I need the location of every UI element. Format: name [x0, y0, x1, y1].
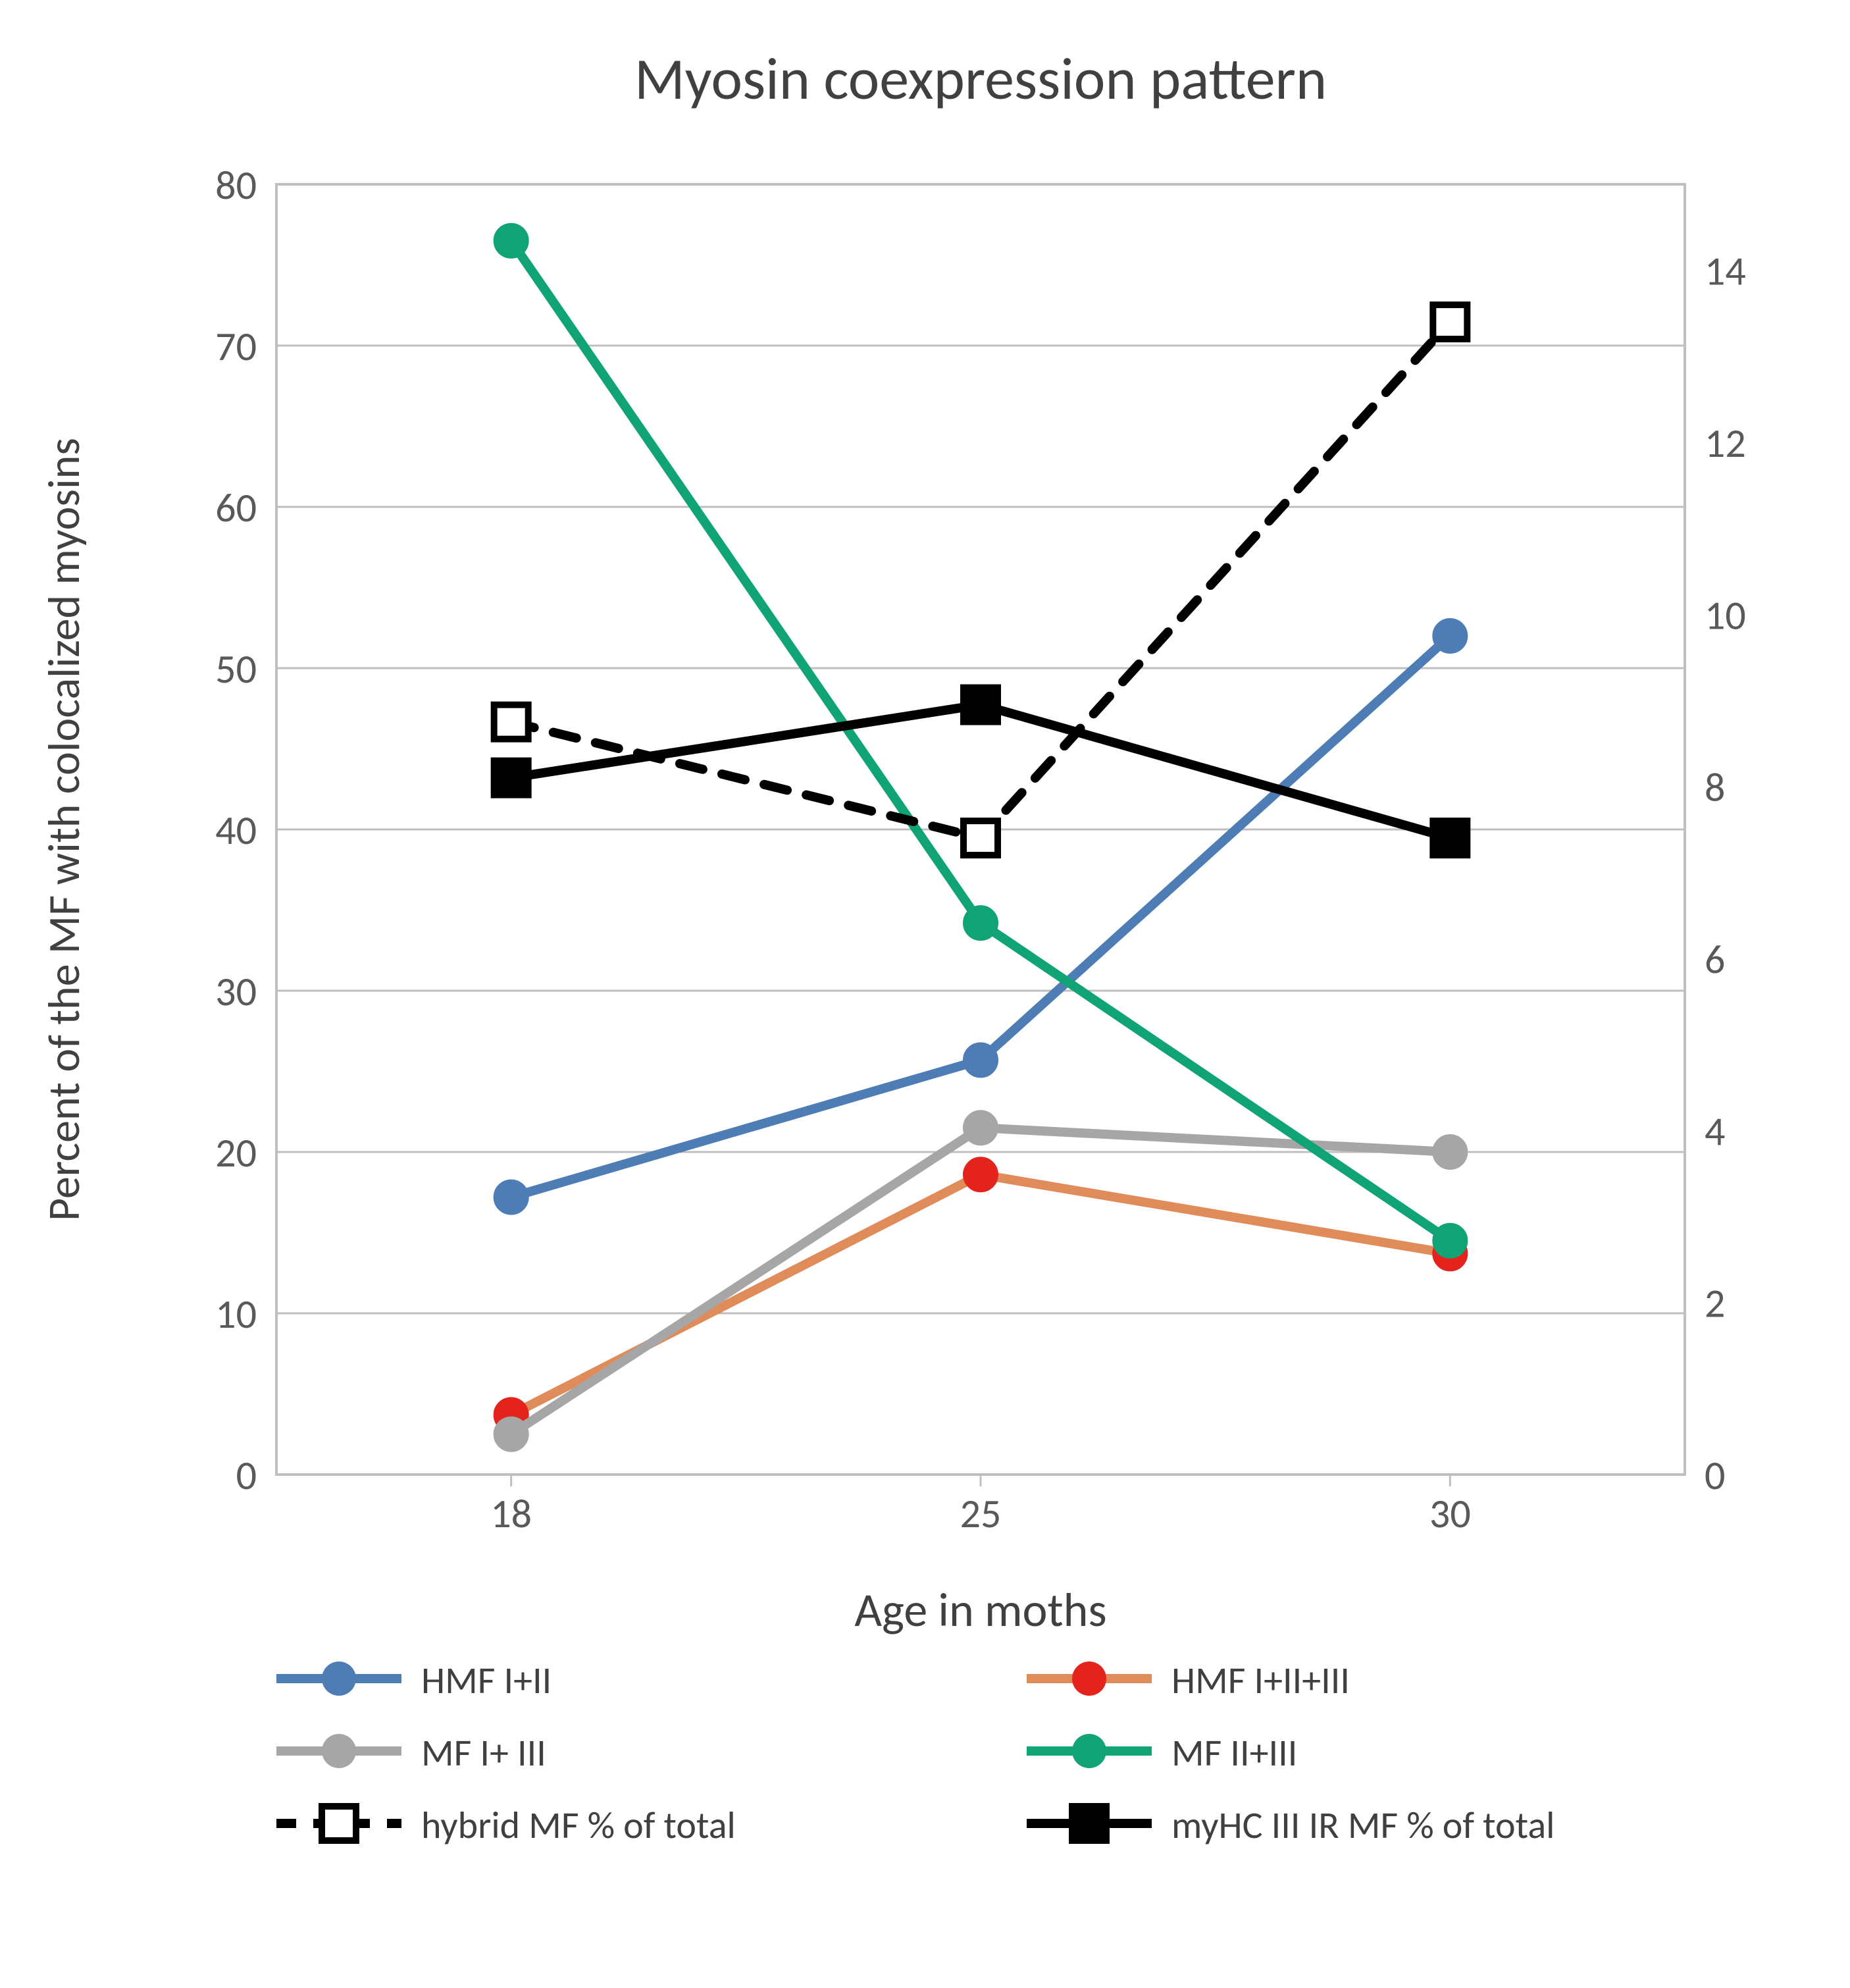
- series-marker: [964, 1111, 998, 1145]
- y-right-tick-label: 4: [1705, 1106, 1725, 1156]
- legend-swatch-marker: [322, 1734, 356, 1768]
- y-right-tick-label: 6: [1705, 934, 1725, 984]
- y-left-tick-label: 40: [215, 805, 257, 855]
- legend-swatch-marker: [322, 1661, 356, 1696]
- series-marker: [1433, 1135, 1467, 1169]
- legend-swatch-marker: [322, 1806, 356, 1841]
- legend-label: HMF I+II+III: [1171, 1657, 1350, 1704]
- y-left-axis-label: Percent of the MF with colocalized myosi…: [37, 438, 91, 1221]
- x-tick-label: 25: [960, 1488, 1002, 1538]
- x-tick-label: 18: [490, 1488, 532, 1538]
- chart-title: Myosin coexpression pattern: [634, 43, 1327, 115]
- y-right-tick-label: 2: [1705, 1278, 1725, 1328]
- series-marker: [494, 705, 528, 739]
- legend-swatch-marker: [1072, 1806, 1106, 1841]
- y-right-tick-label: 8: [1705, 762, 1725, 812]
- y-left-tick-label: 80: [215, 160, 257, 210]
- series-marker: [1433, 821, 1467, 855]
- y-right-tick-label: 0: [1705, 1450, 1725, 1500]
- series-marker: [494, 224, 528, 258]
- legend-swatch-marker: [1072, 1734, 1106, 1768]
- series-marker: [494, 1180, 528, 1215]
- y-left-tick-label: 60: [215, 483, 257, 533]
- y-left-tick-label: 30: [215, 966, 257, 1016]
- legend-label: HMF I+II: [421, 1657, 552, 1704]
- series-marker: [964, 688, 998, 722]
- y-right-tick-label: 10: [1705, 590, 1746, 640]
- x-tick-label: 30: [1429, 1488, 1471, 1538]
- chart-svg: 0 10 20 30 40 50 60 70 80 0 2 4 6 8 10 12 14 18 25 30 Myosin…: [0, 0, 1850, 1988]
- series-marker: [494, 1417, 528, 1452]
- legend-label: myHC III IR MF % of total: [1171, 1802, 1555, 1848]
- series-marker: [1433, 619, 1467, 653]
- series-marker: [964, 1043, 998, 1077]
- legend-label: hybrid MF % of total: [421, 1802, 736, 1848]
- legend-swatch-marker: [1072, 1661, 1106, 1696]
- y-left-tick-label: 50: [215, 644, 257, 694]
- y-left-tick-label: 20: [215, 1128, 257, 1178]
- series-marker: [964, 821, 998, 855]
- y-right-tick-label: 12: [1705, 418, 1746, 468]
- legend-label: MF II+III: [1171, 1729, 1297, 1776]
- x-axis-label: Age in moths: [854, 1581, 1106, 1639]
- y-left-tick-label: 0: [236, 1450, 257, 1500]
- series-marker: [1433, 1224, 1467, 1258]
- y-left-tick-label: 70: [215, 321, 257, 371]
- chart-container: 0 10 20 30 40 50 60 70 80 0 2 4 6 8 10 12 14 18 25 30 Myosin…: [0, 0, 1850, 1988]
- y-right-tick-label: 14: [1705, 246, 1746, 296]
- series-marker: [494, 761, 528, 795]
- y-left-tick-label: 10: [215, 1289, 257, 1339]
- series-marker: [1433, 305, 1467, 339]
- series-marker: [964, 906, 998, 940]
- legend-label: MF I+ III: [421, 1729, 546, 1776]
- series-marker: [964, 1157, 998, 1191]
